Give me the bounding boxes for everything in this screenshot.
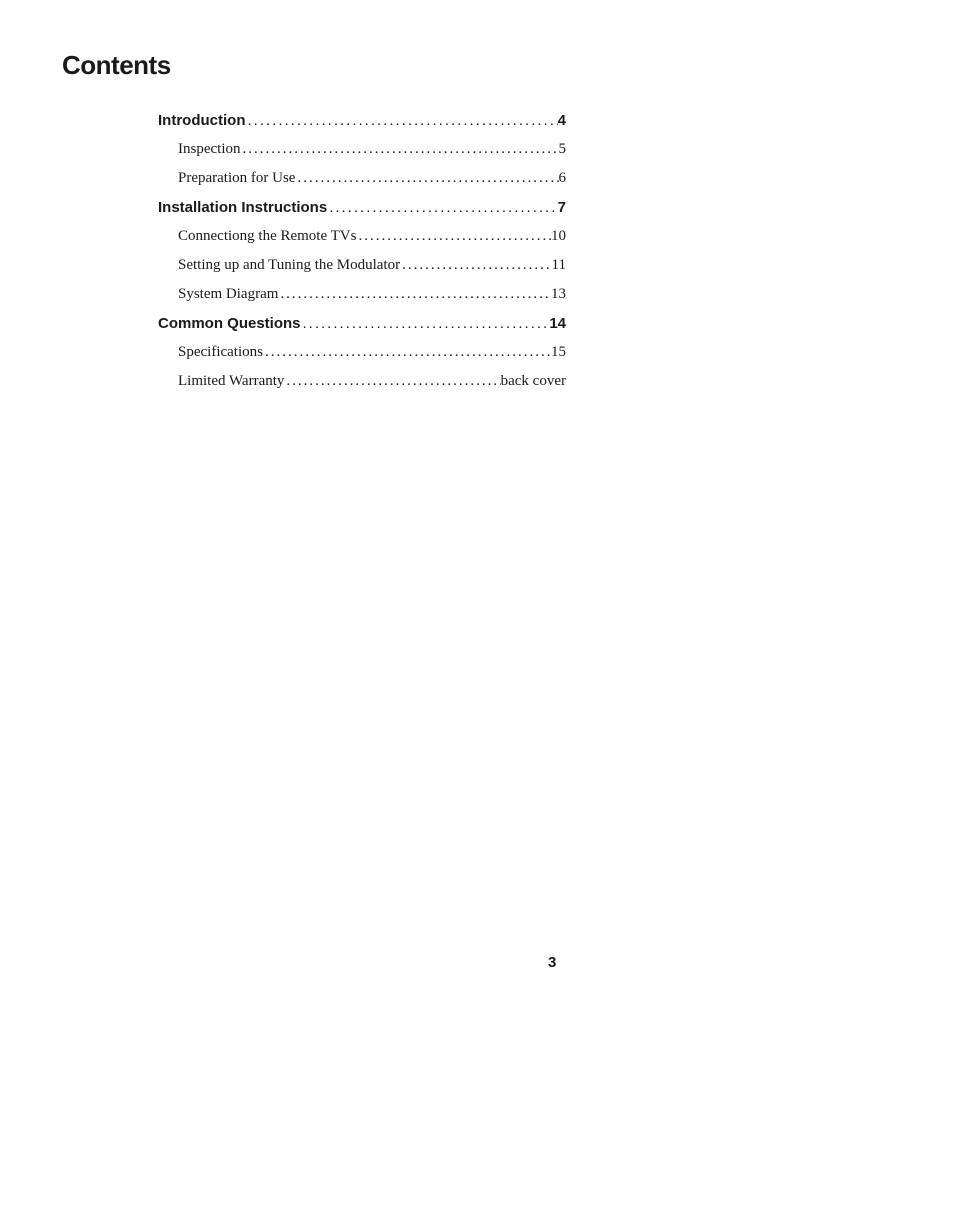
toc-label: Inspection <box>178 141 240 158</box>
toc-sub: Inspection 5 <box>178 141 566 158</box>
toc-label: Specifications <box>178 344 263 361</box>
toc-page: 10 <box>551 228 566 245</box>
toc-label: Connectiong the Remote TVs <box>178 228 356 245</box>
toc-page: 7 <box>558 199 566 216</box>
toc-sub: Limited Warranty back cover <box>178 373 566 390</box>
toc-leader-dots <box>263 344 551 361</box>
toc-label: Installation Instructions <box>158 199 327 216</box>
toc-leader-dots <box>284 373 500 390</box>
toc-label: Preparation for Use <box>178 170 295 187</box>
table-of-contents: Introduction 4 Inspection 5 Preparation … <box>158 104 566 402</box>
toc-page: 11 <box>552 257 566 274</box>
toc-leader-dots <box>278 286 551 303</box>
page-title: Contents <box>62 50 171 81</box>
toc-label: Setting up and Tuning the Modulator <box>178 257 400 274</box>
toc-sub: System Diagram 13 <box>178 286 566 303</box>
toc-leader-dots <box>295 170 558 187</box>
toc-section: Installation Instructions 7 <box>158 199 566 216</box>
toc-section: Introduction 4 <box>158 112 566 129</box>
toc-leader-dots <box>245 112 557 129</box>
toc-sub: Preparation for Use 6 <box>178 170 566 187</box>
toc-page: 4 <box>558 112 566 129</box>
toc-sub: Connectiong the Remote TVs 10 <box>178 228 566 245</box>
toc-page: 13 <box>551 286 566 303</box>
toc-page: 14 <box>549 315 566 332</box>
toc-page: back cover <box>501 373 566 390</box>
toc-leader-dots <box>301 315 550 332</box>
toc-leader-dots <box>327 199 557 216</box>
toc-sub: Setting up and Tuning the Modulator 11 <box>178 257 566 274</box>
toc-sub: Specifications 15 <box>178 344 566 361</box>
toc-page: 5 <box>559 141 567 158</box>
page-number: 3 <box>548 954 556 971</box>
toc-leader-dots <box>356 228 551 245</box>
toc-label: Limited Warranty <box>178 373 284 390</box>
toc-label: Common Questions <box>158 315 301 332</box>
toc-label: Introduction <box>158 112 245 129</box>
toc-page: 6 <box>559 170 567 187</box>
toc-leader-dots <box>240 141 558 158</box>
toc-label: System Diagram <box>178 286 278 303</box>
toc-leader-dots <box>400 257 551 274</box>
toc-page: 15 <box>551 344 566 361</box>
toc-section: Common Questions 14 <box>158 315 566 332</box>
